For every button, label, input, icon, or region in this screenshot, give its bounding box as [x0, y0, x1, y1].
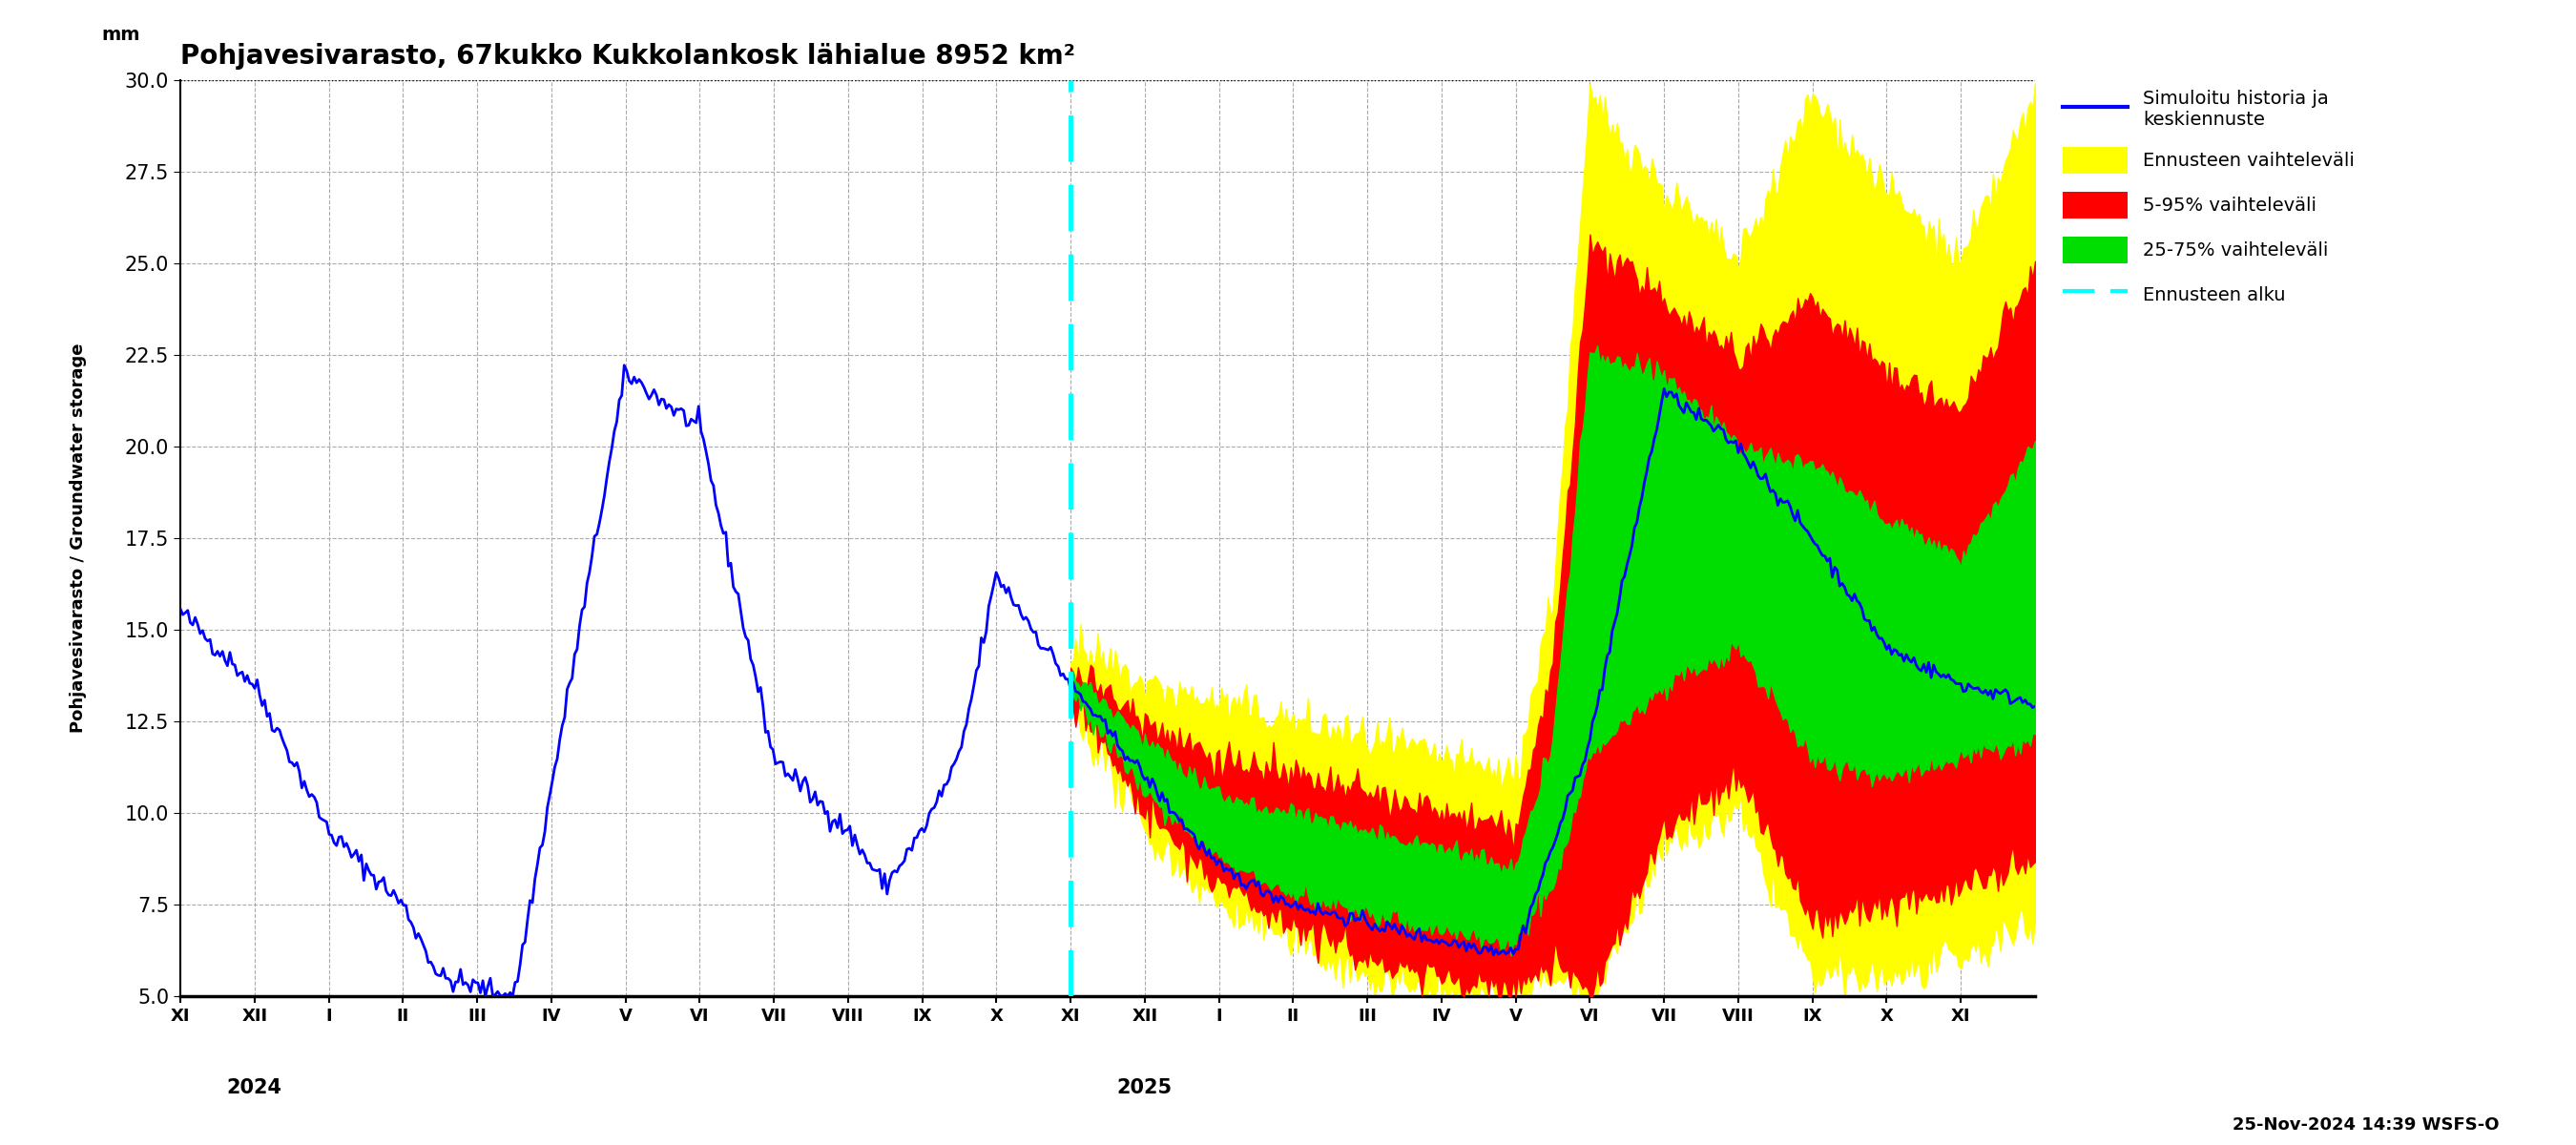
Text: 25-Nov-2024 14:39 WSFS-O: 25-Nov-2024 14:39 WSFS-O	[2231, 1116, 2499, 1134]
Text: mm: mm	[100, 25, 139, 44]
Text: 2024: 2024	[227, 1079, 283, 1098]
Legend: Simuloitu historia ja
keskiennuste, Ennusteen vaihteleväli, 5-95% vaihteleväli, : Simuloitu historia ja keskiennuste, Ennu…	[2063, 89, 2354, 308]
Text: Pohjavesivarasto / Groundwater storage: Pohjavesivarasto / Groundwater storage	[70, 344, 88, 733]
Text: Pohjavesivarasto, 67kukko Kukkolankosk lähialue 8952 km²: Pohjavesivarasto, 67kukko Kukkolankosk l…	[180, 44, 1074, 70]
Text: 2025: 2025	[1118, 1079, 1172, 1098]
